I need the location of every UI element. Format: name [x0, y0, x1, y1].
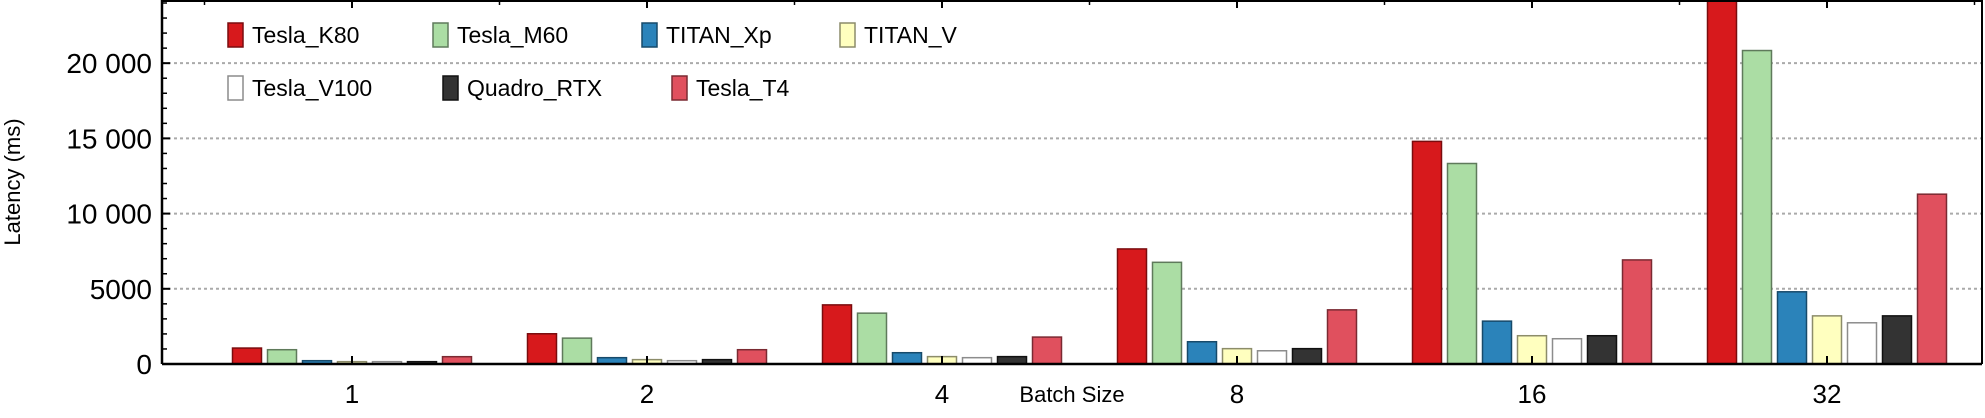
bar-tesla_m60-batch-32: [1741, 49, 1773, 365]
x-tick-label: 32: [1813, 379, 1842, 409]
y-tick-label: 20 000: [66, 48, 152, 79]
legend-label: TITAN_V: [864, 22, 958, 48]
bar-tesla_k80-batch-16: [1411, 140, 1443, 365]
bar-titan_xp-batch-8: [1186, 340, 1218, 365]
bar-titan_v-batch-32: [1811, 315, 1843, 365]
bar-tesla_t4-batch-8: [1326, 309, 1358, 365]
bar-tesla_t4-batch-32: [1916, 193, 1948, 365]
bar-tesla_t4-batch-2: [736, 348, 768, 365]
legend-label: Tesla_V100: [252, 75, 372, 101]
y-tick-label: 10 000: [66, 199, 152, 230]
bar-titan_xp-batch-16: [1481, 320, 1513, 365]
legend: Tesla_K80 Tesla_M60 TITAN_Xp TITAN_V Tesla_V…: [227, 22, 958, 101]
bar-tesla_m60-batch-2: [561, 337, 593, 365]
x-tick-label: 8: [1230, 379, 1244, 409]
x-tick-label: 16: [1518, 379, 1547, 409]
bar-tesla_v100-batch-16: [1551, 337, 1583, 365]
bar-tesla_k80-batch-1: [231, 347, 263, 365]
legend-swatch: [839, 22, 856, 48]
legend-item-tesla_t4: Tesla_T4: [671, 75, 790, 101]
legend-item-quadro_rtx: Quadro_RTX: [442, 75, 602, 101]
legend-item-tesla_v100: Tesla_V100: [227, 75, 372, 101]
bar-tesla_k80-batch-2: [526, 333, 558, 365]
bar-tesla_m60-batch-16: [1446, 162, 1478, 365]
y-tick-label: 15 000: [66, 123, 152, 154]
axes: 0 5000 10 000 15 000 20 000 1 2 4 8 16 32: [66, 0, 1983, 409]
bar-quadro_rtx-batch-8: [1291, 347, 1323, 365]
legend-swatch: [227, 75, 244, 101]
x-tick-label: 2: [640, 379, 654, 409]
bar-tesla_v100-batch-32: [1846, 322, 1878, 365]
bar-tesla_t4-batch-16: [1621, 259, 1653, 365]
legend-label: Tesla_K80: [252, 22, 359, 48]
legend-swatch: [671, 75, 688, 101]
y-tick-label: 5000: [90, 274, 152, 305]
legend-label: Tesla_M60: [457, 22, 568, 48]
legend-swatch: [442, 75, 459, 101]
bar-quadro_rtx-batch-32: [1881, 315, 1913, 365]
bar-tesla_t4-batch-4: [1031, 336, 1063, 365]
bar-tesla_m60-batch-4: [856, 312, 888, 365]
x-tick-label: 4: [935, 379, 949, 409]
x-axis-label: Batch Size: [1019, 382, 1124, 407]
legend-item-tesla_m60: Tesla_M60: [432, 22, 568, 48]
legend-label: Quadro_RTX: [467, 75, 602, 101]
bar-tesla_m60-batch-1: [266, 348, 298, 365]
y-tick-label: 0: [136, 349, 152, 380]
bar-titan_xp-batch-4: [891, 351, 923, 365]
bar-tesla_k80-batch-8: [1116, 248, 1148, 365]
bar-tesla_m60-batch-8: [1151, 261, 1183, 365]
legend-swatch: [432, 22, 449, 48]
bar-titan_xp-batch-32: [1776, 291, 1808, 365]
bar-tesla_k80-batch-32: [1706, 0, 1738, 365]
legend-item-titan_v: TITAN_V: [839, 22, 958, 48]
legend-label: Tesla_T4: [696, 75, 790, 101]
legend-label: TITAN_Xp: [666, 22, 772, 48]
x-tick-label: 1: [345, 379, 359, 409]
bars: [231, 0, 1948, 365]
legend-swatch: [227, 22, 244, 48]
bar-tesla_v100-batch-8: [1256, 350, 1288, 365]
legend-item-titan_xp: TITAN_Xp: [641, 22, 772, 48]
legend-item-tesla_k80: Tesla_K80: [227, 22, 359, 48]
y-axis-label: Latency (ms): [0, 118, 25, 245]
legend-swatch: [641, 22, 658, 48]
bar-quadro_rtx-batch-16: [1586, 334, 1618, 365]
bar-tesla_k80-batch-4: [821, 304, 853, 365]
